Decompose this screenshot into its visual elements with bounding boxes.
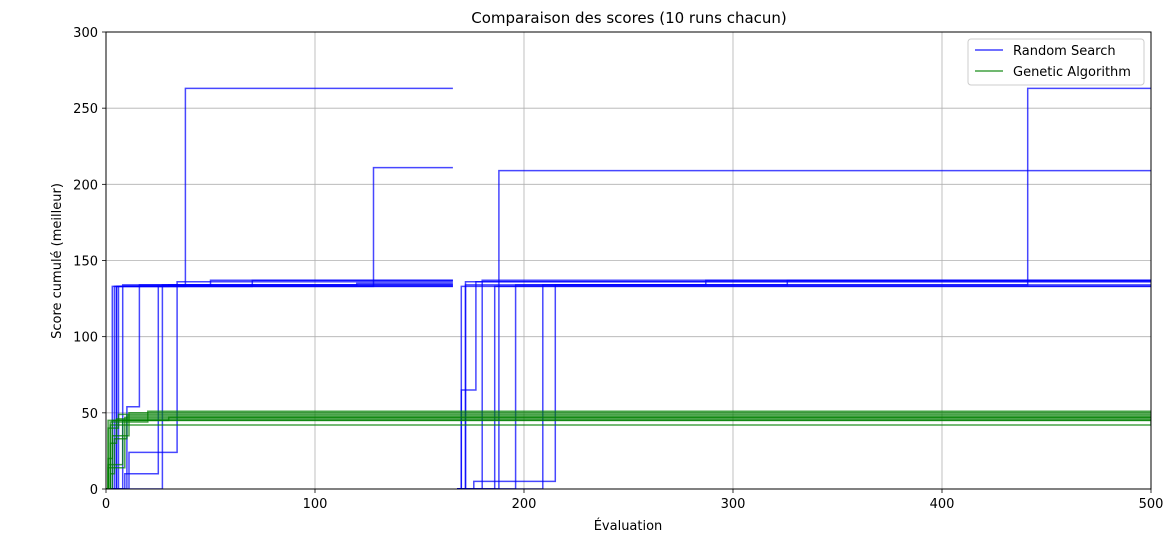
random-search-run-line [457, 279, 1151, 489]
y-axis-label: Score cumulé (meilleur) [50, 183, 65, 339]
genetic-algorithm-run-line [106, 419, 1151, 489]
y-tick-label: 250 [73, 102, 98, 117]
series-lines [106, 87, 1151, 489]
genetic-algorithm-run-line [106, 418, 1151, 489]
y-tick-label: 0 [90, 483, 98, 498]
x-tick-label: 300 [721, 497, 746, 512]
random-search-run-line [457, 169, 1151, 489]
legend-label-genetic-algorithm: Genetic Algorithm [1013, 65, 1131, 80]
genetic-algorithm-run-line [106, 413, 1151, 489]
chart-title: Comparaison des scores (10 runs chacun) [471, 9, 787, 27]
x-tick-label: 100 [303, 497, 328, 512]
x-tick-label: 200 [512, 497, 537, 512]
x-tick-label: 0 [102, 497, 110, 512]
random-search-run-line [106, 279, 453, 489]
legend: Random Search Genetic Algorithm [967, 38, 1145, 86]
genetic-algorithm-run-line [106, 410, 1151, 489]
genetic-algorithm-run-line [106, 418, 1151, 489]
y-tick-label: 200 [73, 178, 98, 193]
y-tick-label: 100 [73, 331, 98, 346]
y-tick-label: 300 [73, 26, 98, 41]
x-tick-label: 400 [930, 497, 955, 512]
legend-label-random-search: Random Search [1013, 44, 1116, 59]
random-search-run-line [457, 285, 1151, 489]
y-axis-ticks: 0 50 100 150 200 250 300 [73, 26, 106, 498]
x-axis-ticks: 0 100 200 300 400 500 [102, 489, 1164, 512]
random-search-run-line [106, 279, 453, 489]
x-tick-label: 500 [1139, 497, 1164, 512]
random-search-run-line [457, 87, 1151, 489]
y-tick-label: 50 [81, 407, 98, 422]
x-axis-label: Évaluation [594, 518, 663, 534]
random-search-run-line [106, 281, 453, 489]
legend-box [967, 38, 1145, 86]
random-search-run-line [106, 284, 453, 489]
y-tick-label: 150 [73, 255, 98, 270]
genetic-algorithm-run-line [106, 412, 1151, 489]
random-search-run-line [457, 279, 1151, 489]
genetic-algorithm-run-line [106, 416, 1151, 489]
